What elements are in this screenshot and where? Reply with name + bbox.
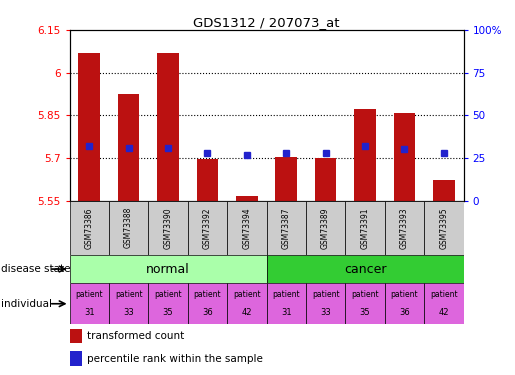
Title: GDS1312 / 207073_at: GDS1312 / 207073_at: [193, 16, 340, 29]
Bar: [267, 283, 306, 324]
Text: GSM73389: GSM73389: [321, 207, 330, 249]
Text: 36: 36: [399, 308, 410, 317]
Text: 42: 42: [242, 308, 252, 317]
Text: 36: 36: [202, 308, 213, 317]
Text: percentile rank within the sample: percentile rank within the sample: [87, 354, 263, 363]
Bar: [236, 196, 258, 201]
Bar: [345, 283, 385, 324]
FancyBboxPatch shape: [346, 201, 385, 255]
Text: patient: patient: [154, 290, 182, 299]
Bar: [385, 283, 424, 324]
Bar: [354, 109, 376, 201]
Text: GSM73395: GSM73395: [439, 207, 448, 249]
Bar: [70, 255, 267, 283]
Bar: [424, 283, 464, 324]
Text: 33: 33: [123, 308, 134, 317]
Text: GSM73393: GSM73393: [400, 207, 409, 249]
Text: GSM73394: GSM73394: [243, 207, 251, 249]
Text: GSM73386: GSM73386: [85, 207, 94, 249]
FancyBboxPatch shape: [109, 201, 148, 255]
Bar: [267, 255, 464, 283]
Text: 35: 35: [359, 308, 370, 317]
Text: transformed count: transformed count: [87, 331, 184, 341]
Bar: [109, 283, 148, 324]
Bar: [276, 156, 297, 201]
Bar: [227, 283, 267, 324]
Bar: [315, 158, 336, 201]
Text: GSM73388: GSM73388: [124, 207, 133, 249]
Text: patient: patient: [75, 290, 103, 299]
Text: patient: patient: [430, 290, 458, 299]
Text: 31: 31: [281, 308, 291, 317]
Bar: [70, 283, 109, 324]
Text: 35: 35: [163, 308, 174, 317]
Text: 42: 42: [439, 308, 449, 317]
Bar: [393, 113, 415, 201]
FancyBboxPatch shape: [148, 201, 188, 255]
Text: cancer: cancer: [344, 262, 386, 276]
FancyBboxPatch shape: [385, 201, 424, 255]
FancyBboxPatch shape: [267, 201, 306, 255]
Bar: [118, 94, 140, 201]
Text: GSM73390: GSM73390: [164, 207, 173, 249]
FancyBboxPatch shape: [424, 201, 464, 255]
Bar: [188, 283, 227, 324]
Bar: [433, 180, 455, 201]
Text: GSM73387: GSM73387: [282, 207, 290, 249]
FancyBboxPatch shape: [306, 201, 346, 255]
Text: patient: patient: [390, 290, 418, 299]
Text: 31: 31: [84, 308, 95, 317]
Text: patient: patient: [312, 290, 339, 299]
FancyBboxPatch shape: [227, 201, 267, 255]
Text: patient: patient: [194, 290, 221, 299]
Bar: [78, 53, 100, 201]
Text: disease state: disease state: [1, 264, 71, 274]
Text: patient: patient: [115, 290, 143, 299]
Text: patient: patient: [351, 290, 379, 299]
Bar: [148, 283, 188, 324]
FancyBboxPatch shape: [70, 201, 109, 255]
Text: patient: patient: [272, 290, 300, 299]
Text: individual: individual: [1, 299, 52, 309]
FancyBboxPatch shape: [188, 201, 227, 255]
Bar: [306, 283, 346, 324]
Text: patient: patient: [233, 290, 261, 299]
Bar: [157, 53, 179, 201]
Text: 33: 33: [320, 308, 331, 317]
Bar: [197, 159, 218, 201]
Text: GSM73392: GSM73392: [203, 207, 212, 249]
Text: GSM73391: GSM73391: [360, 207, 369, 249]
Text: normal: normal: [146, 262, 190, 276]
